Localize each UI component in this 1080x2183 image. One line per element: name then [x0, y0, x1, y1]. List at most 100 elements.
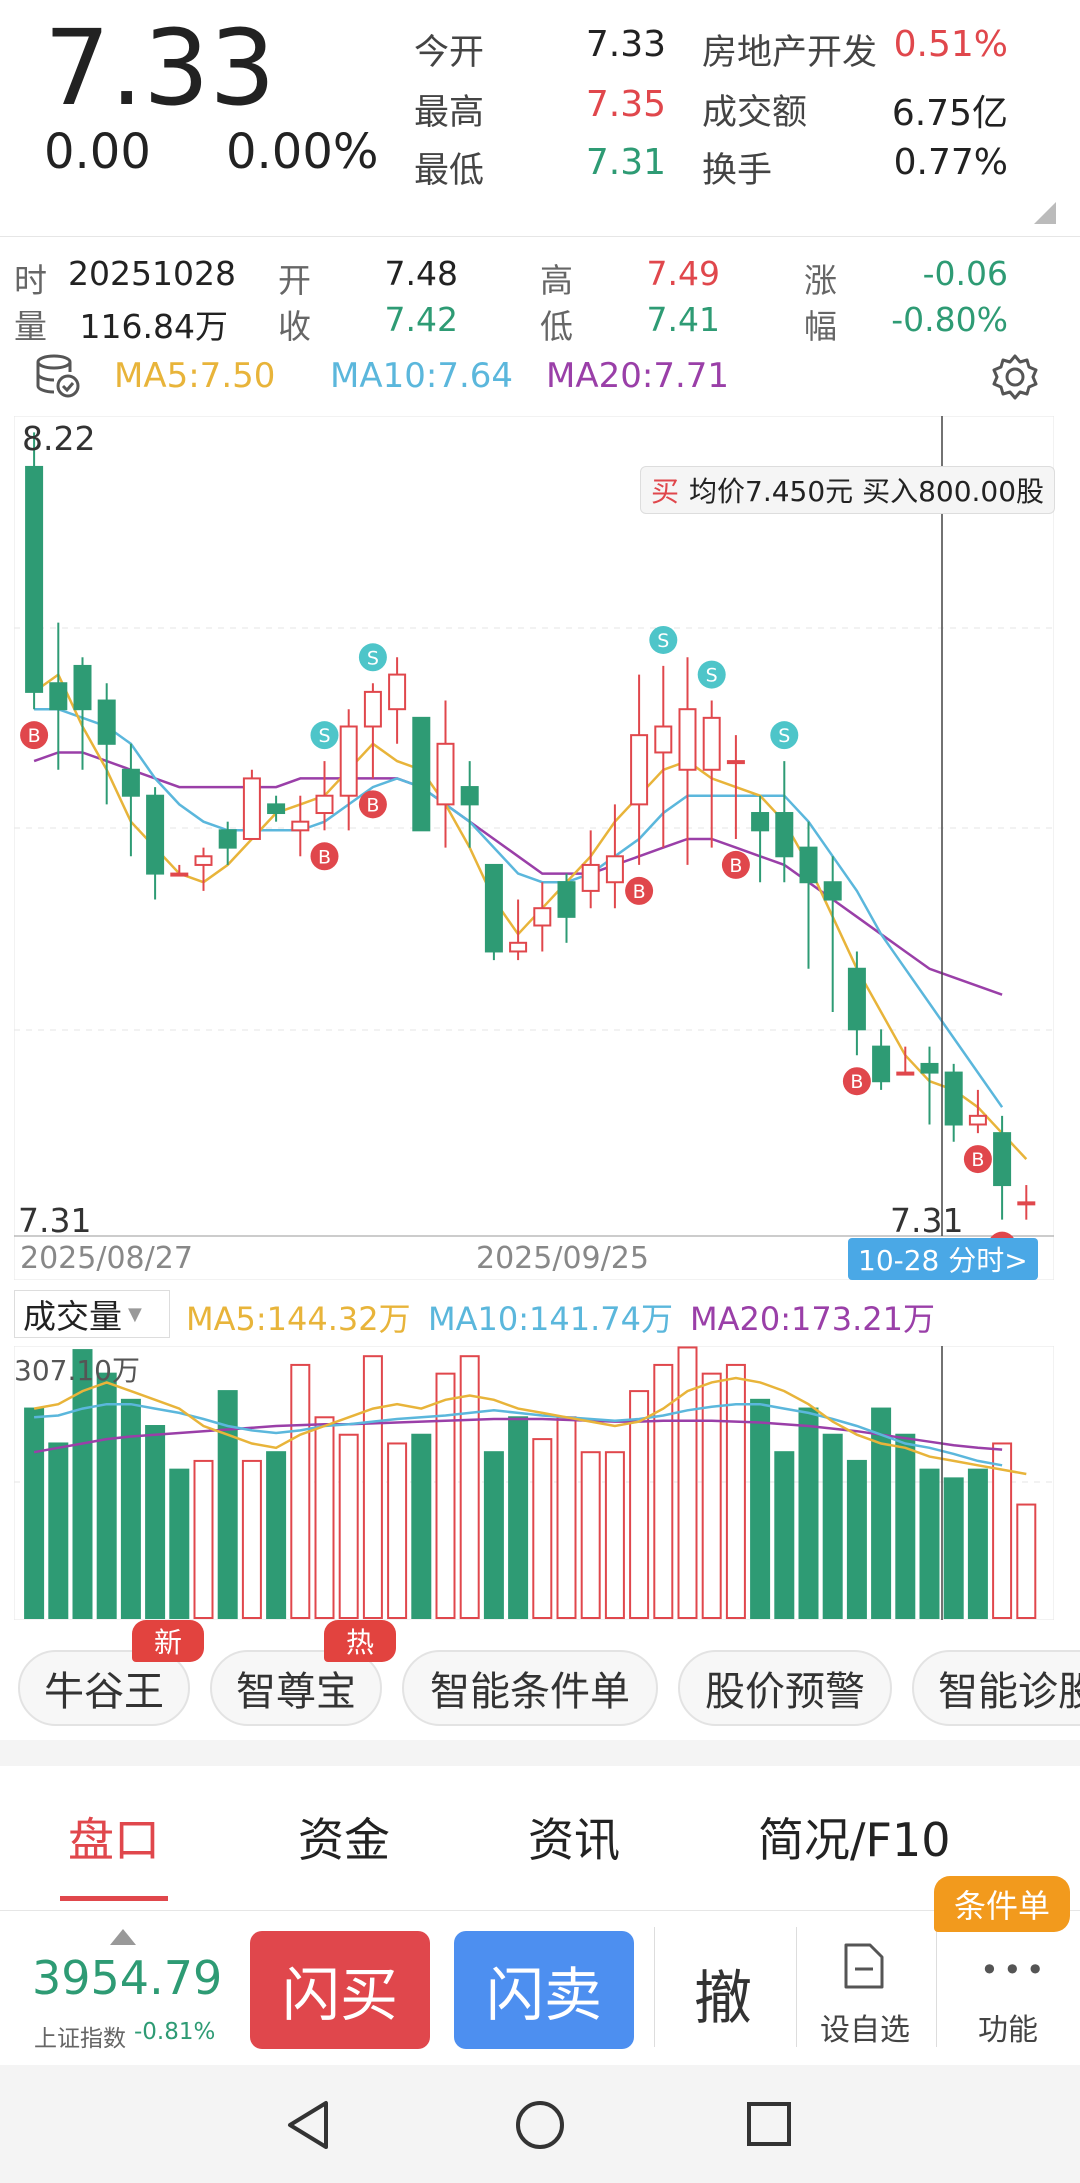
- tool-label: 股价预警: [705, 1669, 865, 1715]
- price-change-pct: 0.00%: [226, 124, 379, 180]
- candle-body: [896, 1071, 915, 1076]
- buy-marker-dot: [721, 850, 750, 879]
- kinfo-amplitude: -0.80%: [891, 300, 1008, 339]
- candle-body: [920, 1062, 939, 1074]
- candle-body: [1017, 1201, 1036, 1206]
- sector-pct: 0.51%: [893, 24, 1008, 65]
- buy-marker-letter: B: [850, 1071, 863, 1093]
- expand-corner-icon[interactable]: [1032, 200, 1056, 224]
- candle-body: [581, 863, 600, 892]
- volume-bar: [725, 1363, 746, 1620]
- sell-marker: S: [649, 625, 678, 654]
- candle-body: [339, 725, 358, 797]
- flash-buy-button[interactable]: 闪买: [250, 1931, 430, 2049]
- buy-marker-dot: [310, 842, 339, 871]
- volume-chart[interactable]: 307.10万: [14, 1346, 1054, 1620]
- add-watchlist-icon[interactable]: [842, 1941, 886, 1991]
- buy-marker-dot: [625, 876, 654, 905]
- back-icon[interactable]: [284, 2099, 332, 2151]
- buy-annotation[interactable]: 买 均价7.450元 买入800.00股: [640, 466, 1056, 514]
- candlestick-chart[interactable]: BBBBBBBBSSSSS 8.22 7.31 7.31 2025/08/27 …: [14, 416, 1054, 1280]
- candle-body: [944, 1071, 963, 1126]
- open-label: 今开: [414, 33, 485, 73]
- tool-niuguwang[interactable]: 牛谷王: [18, 1650, 190, 1726]
- buy-marker-letter: B: [633, 881, 646, 903]
- volume-bar: [508, 1416, 529, 1620]
- home-icon[interactable]: [514, 2099, 566, 2151]
- tool-zhizunbao[interactable]: 智尊宝: [210, 1650, 382, 1726]
- index-name: 上证指数: [34, 2026, 126, 2052]
- volume-bar: [483, 1451, 504, 1620]
- settings-gear-icon[interactable]: [990, 352, 1040, 402]
- kinfo-high-label: 高: [540, 261, 573, 300]
- kinfo-change: -0.06: [922, 254, 1008, 293]
- buy-marker-letter: B: [28, 725, 41, 747]
- dropdown-caret-icon: ▼: [128, 1303, 142, 1325]
- volume-bar: [532, 1438, 553, 1619]
- candle-body: [557, 881, 576, 918]
- ma20-value: MA20:7.71: [546, 356, 730, 396]
- tab-news[interactable]: 资讯: [528, 1813, 620, 1867]
- sector-label[interactable]: 房地产开发: [702, 33, 878, 73]
- tool-smart-diagnosis[interactable]: 智能诊股: [912, 1650, 1080, 1726]
- candle-body: [291, 820, 310, 832]
- vol-ma10: MA10:141.74万: [428, 1300, 673, 1338]
- candle-body: [702, 716, 721, 771]
- high-label: 最高: [414, 93, 485, 133]
- flash-sell-button[interactable]: 闪卖: [454, 1931, 634, 2049]
- condition-order-badge[interactable]: 条件单: [934, 1876, 1070, 1932]
- recents-icon[interactable]: [746, 2101, 792, 2147]
- candle-body: [460, 786, 479, 806]
- add-watchlist-label[interactable]: 设自选: [820, 2013, 910, 2048]
- ma5-value: MA5:7.50: [114, 356, 276, 396]
- candle-body: [993, 1132, 1012, 1187]
- indicator-select[interactable]: 成交量 ▼: [14, 1290, 170, 1338]
- volume-bar: [459, 1355, 480, 1620]
- vol-ma20-line: [33, 1417, 1003, 1454]
- kinfo-open-label: 开: [278, 261, 311, 300]
- candle-body: [751, 812, 770, 832]
- volume-bar: [338, 1433, 359, 1620]
- tab-funds[interactable]: 资金: [298, 1813, 390, 1867]
- candle-body: [97, 699, 116, 745]
- kinfo-time: 20251028: [68, 254, 236, 293]
- volume-bar: [895, 1433, 916, 1620]
- kinfo-low-label: 低: [540, 307, 573, 346]
- volume-bar: [629, 1390, 650, 1619]
- volume-bar: [822, 1433, 843, 1620]
- buy-tag: 买: [651, 475, 680, 508]
- volume-bar: [96, 1372, 117, 1619]
- divider: [654, 1927, 655, 2047]
- volume-bar: [362, 1355, 383, 1620]
- tool-price-alert[interactable]: 股价预警: [678, 1650, 892, 1726]
- volume-bar: [241, 1459, 262, 1619]
- volume-bar: [48, 1442, 69, 1619]
- volume-bar: [774, 1451, 795, 1620]
- kinfo-open: 7.48: [384, 254, 458, 293]
- max-price-label: 8.22: [22, 419, 95, 458]
- candle-body: [412, 716, 431, 832]
- candle-body: [726, 760, 745, 765]
- intraday-button[interactable]: 10-28 分时>: [848, 1238, 1038, 1280]
- buy-marker-letter: B: [729, 855, 742, 877]
- index-value[interactable]: 3954.79: [32, 1951, 223, 2005]
- tab-profile[interactable]: 简况/F10: [758, 1813, 951, 1867]
- kinfo-high: 7.49: [646, 254, 720, 293]
- functions-label[interactable]: 功能: [978, 2013, 1038, 2048]
- sell-marker-letter: S: [657, 630, 669, 652]
- candle-body: [267, 803, 286, 815]
- tool-label: 智能条件单: [430, 1669, 630, 1715]
- buy-marker: B: [358, 790, 387, 819]
- cancel-order-button[interactable]: 撤: [694, 1964, 753, 2032]
- up-arrow-icon[interactable]: [110, 1929, 136, 1945]
- database-check-icon[interactable]: [34, 352, 82, 400]
- indicator-select-value: 成交量: [23, 1297, 122, 1336]
- volume-bar: [653, 1363, 674, 1620]
- badge-hot: 热: [324, 1620, 396, 1662]
- tab-pankou[interactable]: 盘口: [68, 1813, 160, 1867]
- turnover-amount: 6.75亿: [891, 93, 1008, 134]
- divider: [796, 1927, 797, 2047]
- tool-smart-order[interactable]: 智能条件单: [402, 1650, 658, 1726]
- more-dots-icon[interactable]: •••: [980, 1951, 1049, 1989]
- volume-bar: [798, 1407, 819, 1619]
